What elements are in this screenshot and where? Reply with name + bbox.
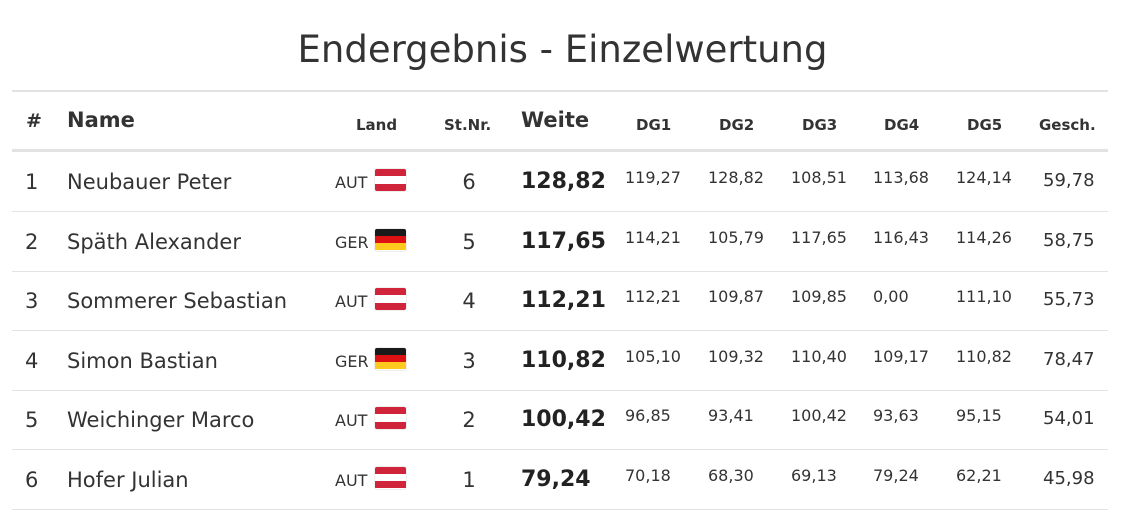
dg5-value: 124,14 — [956, 168, 1012, 187]
header-dg4: DG4 — [884, 116, 920, 134]
dg5-value: 111,10 — [956, 287, 1012, 306]
table-row: 3 Sommerer Sebastian AUT 4 112,21 112,21 109,8… — [12, 271, 1108, 331]
rank-cell: 2 — [25, 229, 39, 254]
header-dg2: DG2 — [719, 116, 755, 134]
dg3-value: 109,85 — [791, 287, 847, 306]
best-distance: 110,82 — [521, 347, 606, 373]
dg4-value: 109,17 — [873, 346, 929, 366]
header-land: Land — [356, 116, 398, 134]
dg4-value: 116,43 — [873, 227, 929, 247]
dg5-value: 95,15 — [956, 406, 1002, 425]
rank-cell: 1 — [25, 170, 39, 194]
austria-flag-icon — [375, 466, 406, 489]
table-header: # Name Land St.Nr. Weite DG1 DG2 DG3 DG4… — [12, 92, 1108, 152]
dg1-value: 70,18 — [625, 465, 671, 485]
speed-value: 45,98 — [1043, 467, 1095, 489]
dg5-value: 114,26 — [956, 227, 1012, 247]
austria-flag-icon — [375, 169, 406, 191]
dg1-value: 105,10 — [625, 346, 681, 366]
start-number: 5 — [462, 229, 476, 254]
speed-value: 55,73 — [1043, 289, 1095, 310]
table-row: 5 Weichinger Marco AUT 2 100,42 96,85 93,41 100… — [12, 390, 1108, 450]
dg2-value: 68,30 — [708, 465, 754, 485]
header-name: Name — [67, 108, 135, 132]
best-distance: 79,24 — [521, 466, 591, 492]
rank-cell: 6 — [25, 467, 39, 492]
rank-cell: 3 — [25, 289, 39, 313]
header-gesch: Gesch. — [1039, 116, 1096, 134]
country-code: GER — [335, 232, 369, 252]
athlete-name: Weichinger Marco — [67, 408, 255, 432]
speed-value: 59,78 — [1043, 170, 1095, 191]
dg2-value: 109,87 — [708, 287, 764, 306]
dg4-value: 79,24 — [873, 465, 919, 485]
athlete-name: Späth Alexander — [67, 229, 241, 254]
table-row: 6 Hofer Julian AUT 1 79,24 70,18 68,30 69,13 79,… — [12, 450, 1108, 510]
dg1-value: 112,21 — [625, 287, 681, 306]
best-distance: 128,82 — [521, 169, 606, 194]
header-dg5: DG5 — [967, 116, 1003, 134]
table-row: 4 Simon Bastian GER 3 110,82 105,10 109,32 110,… — [12, 331, 1108, 391]
dg3-value: 100,42 — [791, 406, 847, 425]
athlete-name: Neubauer Peter — [67, 170, 232, 194]
dg3-value: 110,40 — [791, 346, 847, 366]
dg5-value: 110,82 — [956, 346, 1012, 366]
header-rank: # — [26, 110, 42, 132]
best-distance: 100,42 — [521, 407, 606, 432]
dg1-value: 119,27 — [625, 168, 681, 187]
dg1-value: 114,21 — [625, 227, 681, 247]
austria-flag-icon — [375, 407, 406, 429]
dg4-value: 113,68 — [873, 168, 929, 187]
table-row: 1 Neubauer Peter AUT 6 128,82 119,27 128,82 108… — [12, 152, 1108, 212]
dg2-value: 109,32 — [708, 346, 764, 366]
header-start-number: St.Nr. — [444, 116, 492, 134]
header-divider — [12, 90, 1108, 92]
country-code: AUT — [335, 470, 368, 490]
dg4-value: 93,63 — [873, 406, 919, 425]
start-number: 2 — [462, 408, 476, 432]
start-number: 6 — [462, 170, 476, 194]
dg2-value: 128,82 — [708, 168, 764, 187]
speed-value: 58,75 — [1043, 229, 1095, 251]
rank-cell: 4 — [25, 348, 39, 373]
header-dg1: DG1 — [636, 116, 672, 134]
speed-value: 78,47 — [1043, 348, 1095, 370]
page-title: Endergebnis - Einzelwertung — [297, 28, 828, 71]
dg3-value: 117,65 — [791, 227, 847, 247]
rank-cell: 5 — [25, 408, 39, 432]
dg2-value: 105,79 — [708, 227, 764, 247]
dg2-value: 93,41 — [708, 406, 754, 425]
dg5-value: 62,21 — [956, 465, 1002, 485]
dg3-value: 69,13 — [791, 465, 837, 485]
table-row: 2 Späth Alexander GER 5 117,65 114,21 105,79 11… — [12, 212, 1108, 272]
country-code: AUT — [335, 411, 368, 430]
start-number: 4 — [462, 289, 476, 313]
best-distance: 112,21 — [521, 288, 606, 313]
start-number: 3 — [462, 348, 476, 373]
dg3-value: 108,51 — [791, 168, 847, 187]
country-code: AUT — [335, 173, 368, 192]
best-distance: 117,65 — [521, 228, 606, 254]
athlete-name: Simon Bastian — [67, 348, 218, 373]
austria-flag-icon — [375, 288, 406, 310]
dg4-value: 0,00 — [873, 287, 909, 306]
country-code: AUT — [335, 292, 368, 311]
athlete-name: Sommerer Sebastian — [67, 289, 288, 313]
germany-flag-icon — [375, 228, 406, 251]
speed-value: 54,01 — [1043, 408, 1095, 429]
start-number: 1 — [462, 467, 476, 492]
header-weite: Weite — [521, 108, 590, 132]
athlete-name: Hofer Julian — [67, 467, 189, 492]
country-code: GER — [335, 351, 369, 371]
header-dg3: DG3 — [802, 116, 838, 134]
dg1-value: 96,85 — [625, 406, 671, 425]
germany-flag-icon — [375, 347, 406, 370]
